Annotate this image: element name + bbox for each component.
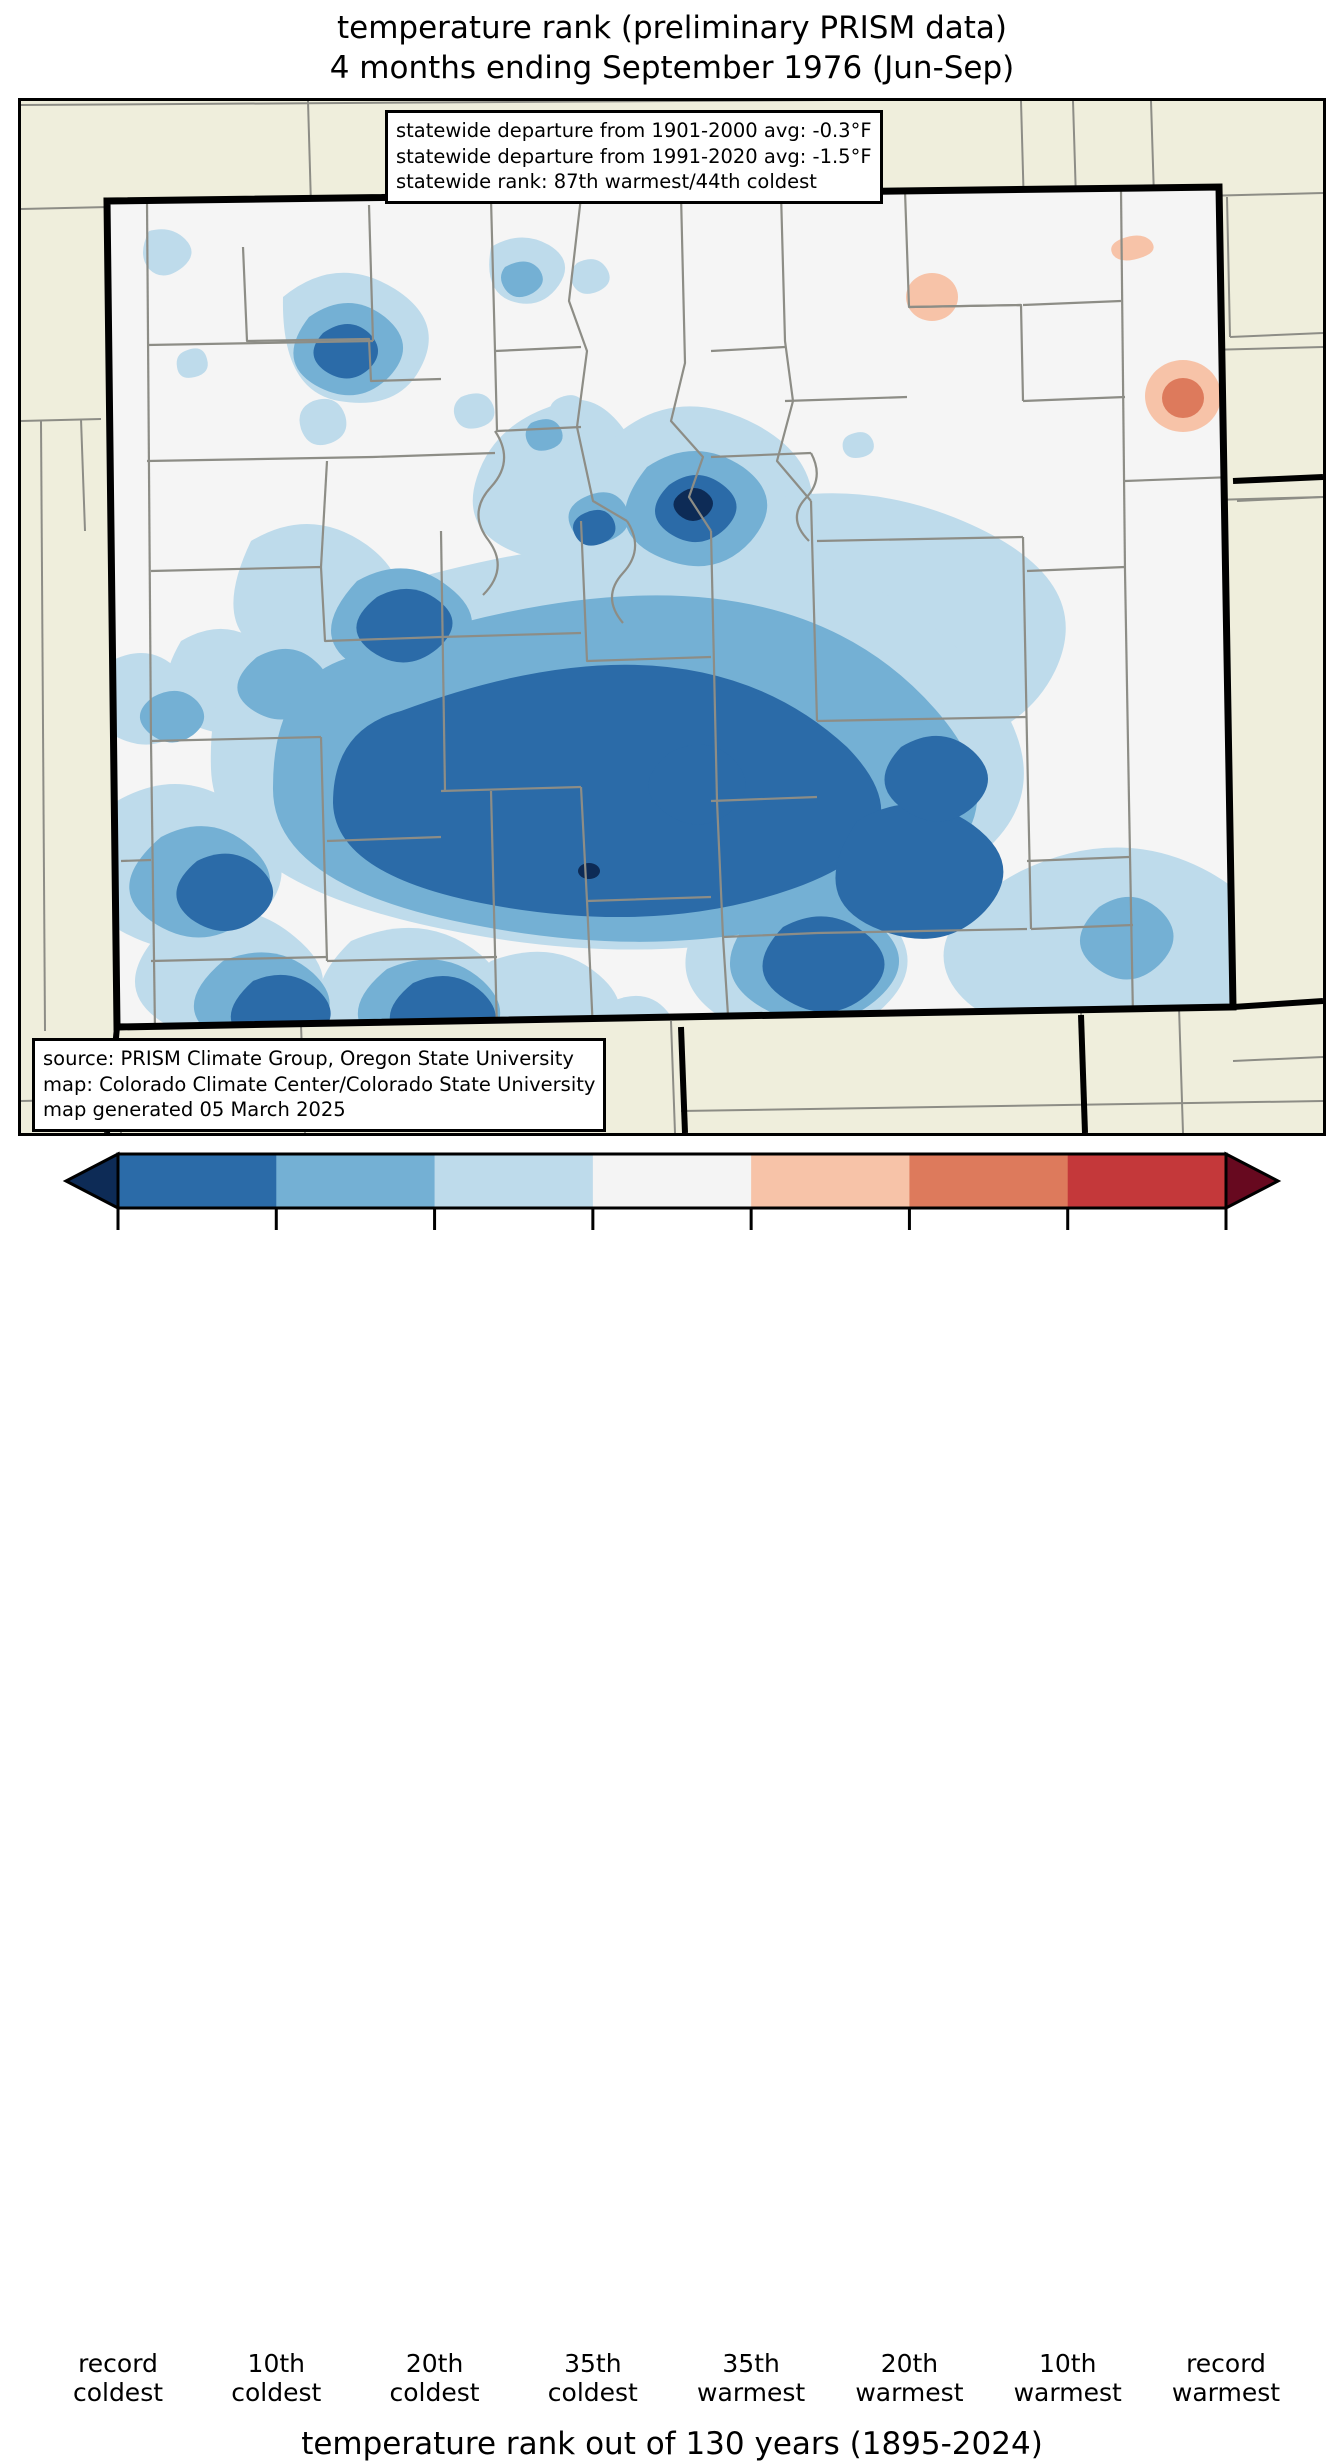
colorbar-segment-1 xyxy=(276,1154,436,1208)
colorbar-label-5: 20th warmest xyxy=(819,2349,999,2407)
colorbar-segment-2 xyxy=(434,1154,594,1208)
colorbar-label-top-4: 35th xyxy=(722,2349,780,2378)
colorbar-label-top-3: 35th xyxy=(564,2349,622,2378)
colorbar-panel: record coldest 10th coldest 20th coldest 35th c… xyxy=(0,1146,1344,2462)
colorbar-outline xyxy=(116,1152,1228,1210)
colorbar-over-arrow xyxy=(1224,1151,1282,1211)
colorbar-segment-group xyxy=(62,1151,1282,1211)
title-line-2: 4 months ending September 1976 (Jun-Sep) xyxy=(329,50,1015,86)
contour-10th-coldest xyxy=(176,324,1004,1027)
colorbar-label-top-7: record xyxy=(1186,2349,1266,2378)
colorbar-label-top-5: 20th xyxy=(880,2349,939,2378)
source-map-credit: map: Colorado Climate Center/Colorado St… xyxy=(43,1072,596,1096)
colorbar-segment-3 xyxy=(592,1154,752,1208)
colorado-county-lines xyxy=(120,188,1233,1027)
warm-blob-north-central xyxy=(906,273,958,321)
colorbar-label-3: 35th coldest xyxy=(503,2349,683,2407)
source-generated-date: map generated 05 March 2025 xyxy=(43,1098,346,1121)
colorbar-segment-5 xyxy=(909,1154,1069,1208)
map-panel xyxy=(18,98,1326,1136)
colorbar-segment-0 xyxy=(118,1154,277,1208)
stats-departure-1991-2020: statewide departure from 1991-2020 avg: … xyxy=(396,144,872,168)
colorbar-label-bottom-1: coldest xyxy=(231,2378,322,2407)
stats-statewide-rank: statewide rank: 87th warmest/44th coldes… xyxy=(396,170,817,193)
colorbar-title: temperature rank out of 130 years (1895-… xyxy=(301,2426,1043,2462)
colorbar-segment-6 xyxy=(1067,1154,1227,1208)
colorbar-segment-4 xyxy=(751,1154,911,1208)
colorbar-swatches xyxy=(62,1151,1282,1230)
colorbar-label-top-0: record xyxy=(78,2349,158,2378)
colorbar-label-bottom-4: warmest xyxy=(697,2378,806,2407)
colorbar-tick-group xyxy=(116,1208,1228,1230)
contour-warm-bands xyxy=(906,235,1221,432)
colorbar-label-bottom-0: coldest xyxy=(72,2378,164,2407)
title-line-1: temperature rank (preliminary PRISM data… xyxy=(336,10,1007,46)
colorbar-label-top-2: 20th xyxy=(405,2349,464,2378)
colorbar-under-arrow xyxy=(62,1151,120,1211)
statewide-stats-box: statewide departure from 1901-2000 avg: … xyxy=(385,110,883,204)
screenshot-root: temperature rank (preliminary PRISM data… xyxy=(0,8,1344,2462)
colorbar-label-top-1: 10th xyxy=(247,2349,306,2378)
colorado-temperature-rank-map xyxy=(21,101,1323,1133)
colorbar-label-bottom-5: warmest xyxy=(855,2378,964,2407)
source-prism: source: PRISM Climate Group, Oregon Stat… xyxy=(43,1047,574,1070)
colorbar-label-4: 35th warmest xyxy=(661,2349,841,2407)
page-title: temperature rank (preliminary PRISM data… xyxy=(0,8,1344,88)
colorbar-label-bottom-6: warmest xyxy=(1013,2378,1122,2407)
warm-bullseye-core xyxy=(1162,378,1204,418)
colorbar-label-0: record coldest xyxy=(28,2349,208,2407)
colorbar-label-bottom-2: coldest xyxy=(389,2378,480,2407)
colorbar-label-1: 10th coldest xyxy=(186,2349,366,2407)
colorbar-label-top-6: 10th xyxy=(1038,2349,1097,2378)
colorbar-label-bottom-7: warmest xyxy=(1171,2378,1281,2407)
colorbar-label-7: record warmest xyxy=(1136,2349,1316,2407)
colorbar-label-2: 20th coldest xyxy=(345,2349,525,2407)
colorado-interior xyxy=(107,187,1233,1027)
colorbar-label-6: 10th warmest xyxy=(978,2349,1158,2407)
stats-departure-1901-2000: statewide departure from 1901-2000 avg: … xyxy=(396,119,872,142)
colorbar-label-bottom-3: coldest xyxy=(547,2378,638,2407)
source-credits-box: source: PRISM Climate Group, Oregon Stat… xyxy=(32,1038,607,1132)
colorbar-labels: record coldest 10th coldest 20th coldest 35th c… xyxy=(0,2349,1344,2413)
